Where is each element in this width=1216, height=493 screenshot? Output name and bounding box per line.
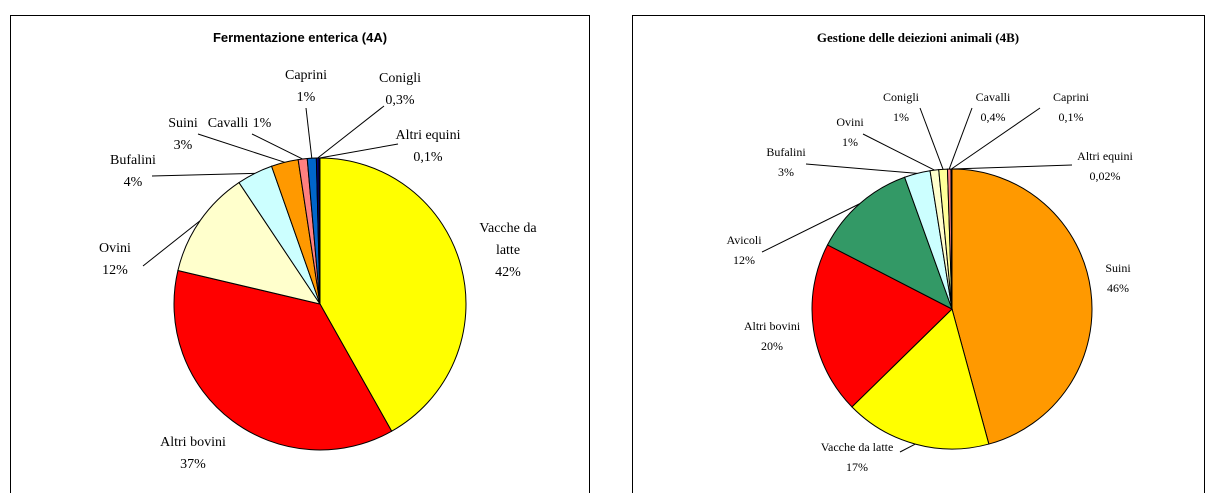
slice-value-label: 20% [761, 339, 783, 353]
leader-line [951, 164, 1073, 170]
leader-line [951, 107, 1041, 170]
panel-frame [10, 15, 590, 493]
slice-value-label: 0,4% [981, 110, 1006, 124]
pie-slice [173, 269, 393, 451]
slice-label: Cavalli [976, 90, 1011, 104]
pie-slice [811, 244, 953, 408]
leader-line [319, 143, 399, 159]
slice-label: Conigli [883, 90, 920, 104]
slice-label: Caprini [285, 68, 327, 83]
slice-value-label: 17% [846, 460, 868, 474]
pie-slice [319, 157, 467, 432]
slice-value-label: 1% [842, 135, 858, 149]
leader-line [862, 133, 935, 171]
slice-value-label: 0,02% [1090, 169, 1121, 183]
slice-value-label: 0,1% [413, 150, 443, 165]
slice-value-label: 1% [297, 90, 316, 105]
leader-line [197, 133, 285, 163]
slice-value-label: 46% [1107, 281, 1129, 295]
slice-label: Ovini [99, 241, 131, 256]
leader-line [899, 443, 916, 453]
slice-value-label: 1% [253, 116, 272, 131]
slice-label: Altri equini [396, 128, 461, 143]
slice-value-label: 12% [102, 263, 128, 278]
slice-label: Ovini [836, 115, 864, 129]
pie-slice [826, 176, 953, 311]
leader-line [761, 203, 860, 253]
slice-value-label: 42% [495, 265, 521, 280]
slice-label: Bufalini [110, 153, 156, 168]
panel-frame [632, 15, 1205, 493]
slice-label: Altri bovini [160, 435, 226, 450]
slice-value-label: 0,3% [385, 93, 415, 108]
leader-line [305, 107, 313, 159]
slice-label: Altri bovini [744, 319, 801, 333]
slice-value-label: 12% [733, 253, 755, 267]
slice-label: Suini [168, 116, 198, 131]
slice-label: Suini [1105, 261, 1131, 275]
slice-value-label: 37% [180, 457, 206, 472]
slice-label: Cavalli [208, 116, 249, 131]
slice-value-label: 3% [778, 165, 794, 179]
slice-value-label: 0,1% [1059, 110, 1084, 124]
leader-line [948, 107, 973, 170]
leader-line [151, 172, 255, 177]
chart-title: Fermentazione enterica (4A) [213, 30, 387, 45]
leader-line [251, 133, 303, 160]
pie-slice [177, 181, 322, 305]
leader-line [919, 107, 944, 170]
slice-label: Bufalini [766, 145, 806, 159]
leader-line [317, 105, 385, 159]
slice-label: Caprini [1053, 90, 1090, 104]
chart-title: Gestione delle deiezioni animali (4B) [817, 30, 1019, 45]
slice-value-label: 3% [174, 138, 193, 153]
slice-label: Avicoli [726, 233, 762, 247]
slice-label: Conigli [379, 71, 421, 86]
slice-label: Altri equini [1077, 149, 1133, 163]
slice-value-label: 1% [893, 110, 909, 124]
slice-label: Vacche da latte [821, 440, 894, 454]
slice-label: Vacche da latte [479, 221, 537, 258]
leader-line [805, 163, 918, 174]
leader-line [142, 220, 201, 267]
slice-value-label: 4% [124, 175, 143, 190]
pie-slice [951, 168, 1093, 445]
